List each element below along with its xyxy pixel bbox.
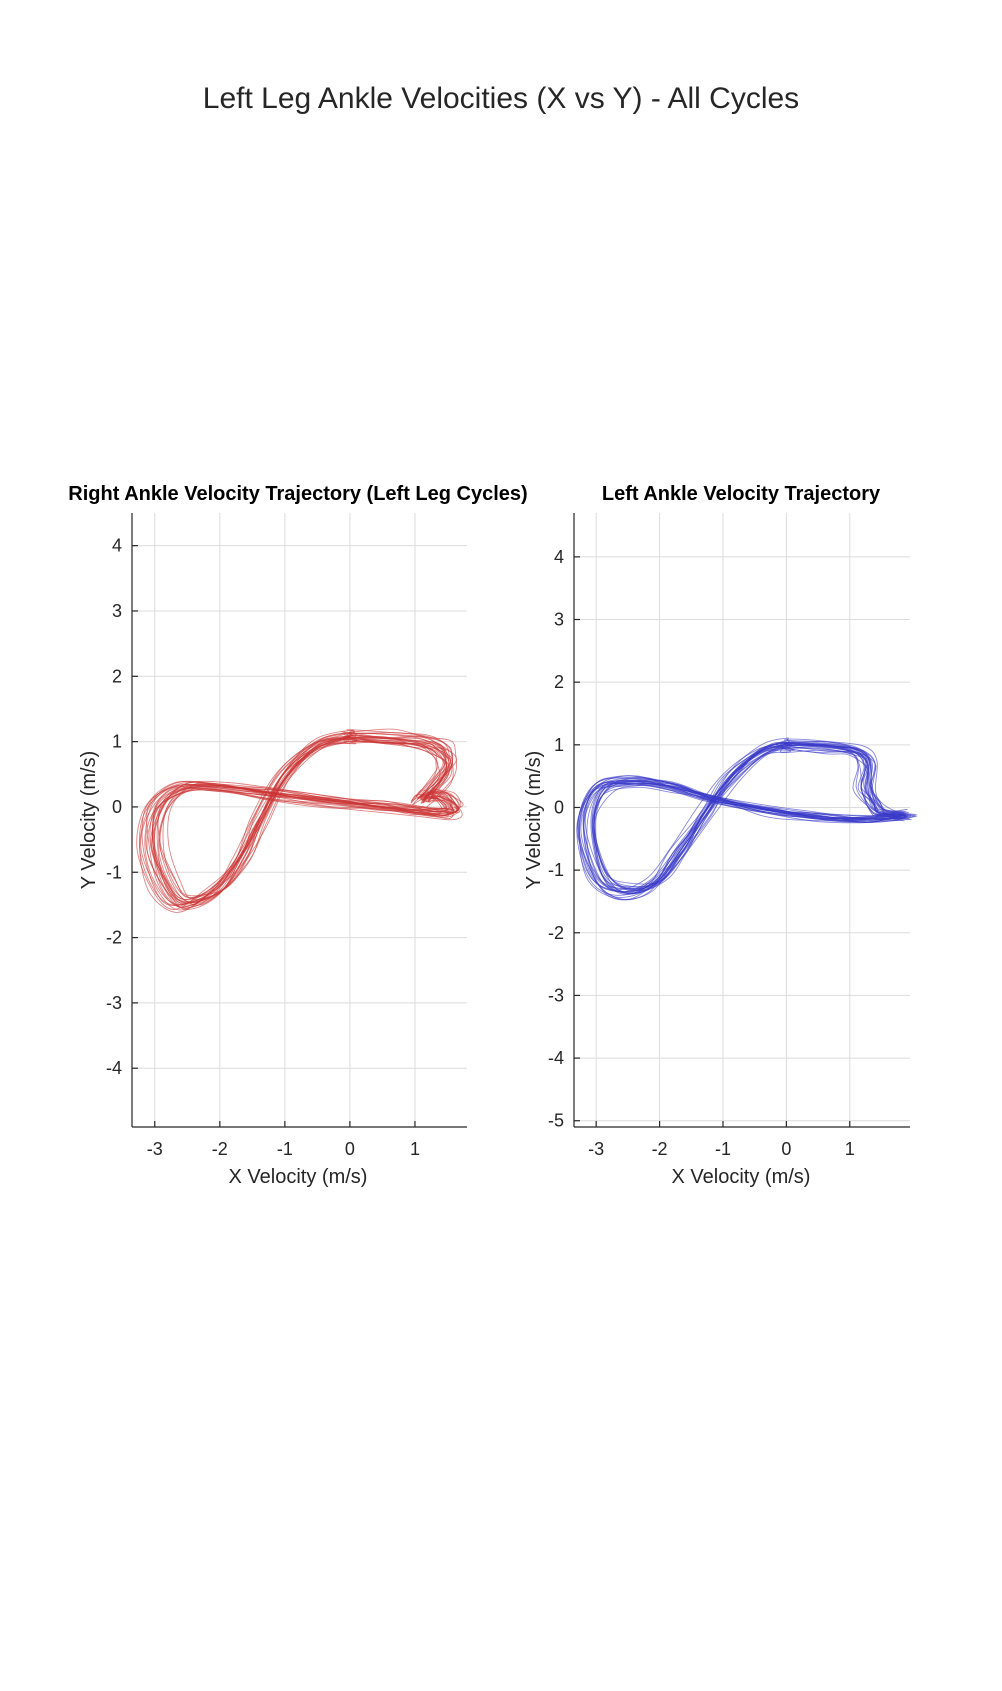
trajectory-cycle-left-ankle — [591, 741, 912, 894]
trajectory-cycle-right-ankle — [167, 734, 460, 900]
x-tick-label: 0 — [781, 1139, 791, 1159]
x-tick-label: -3 — [588, 1139, 604, 1159]
x-tick-label: -1 — [715, 1139, 731, 1159]
trajectory-cycle-right-ankle — [162, 735, 449, 899]
x-tick-label: 1 — [410, 1139, 420, 1159]
y-tick-label: -3 — [548, 985, 564, 1005]
trajectory-cycle-right-ankle — [152, 736, 460, 902]
right-ankle-subplot: Right Ankle Velocity Trajectory (Left Le… — [68, 483, 527, 1188]
trajectory-cycle-right-ankle — [151, 733, 460, 904]
y-tick-label: 1 — [554, 735, 564, 755]
trajectory-cycle-right-ankle — [138, 732, 459, 913]
x-tick-label: -3 — [147, 1139, 163, 1159]
x-tick-label: -2 — [212, 1139, 228, 1159]
trajectory-cycle-left-ankle — [594, 741, 903, 885]
x-tick-label: -2 — [652, 1139, 668, 1159]
trajectory-cycle-left-ankle — [578, 743, 906, 893]
y-axis-label-left-ankle: Y Velocity (m/s) — [523, 751, 545, 890]
y-tick-label: 0 — [112, 797, 122, 817]
y-tick-label: 2 — [554, 672, 564, 692]
subplot-title-right-ankle: Right Ankle Velocity Trajectory (Left Le… — [68, 483, 527, 505]
axes-left-ankle — [573, 513, 910, 1128]
axes-right-ankle — [131, 513, 467, 1128]
y-tick-label: 4 — [112, 536, 122, 556]
y-tick-label: 4 — [554, 547, 564, 567]
x-tick-label: 1 — [845, 1139, 855, 1159]
trajectory-cycle-right-ankle — [158, 741, 458, 906]
trajectory-cycle-right-ankle — [152, 739, 454, 910]
y-tick-label: -3 — [106, 993, 122, 1013]
y-tick-label: 0 — [554, 797, 564, 817]
series-left-ankle — [576, 737, 918, 901]
y-tick-label: 3 — [112, 601, 122, 621]
subplot-title-left-ankle: Left Ankle Velocity Trajectory — [602, 483, 881, 505]
x-axis-label-left-ankle: X Velocity (m/s) — [672, 1166, 811, 1188]
x-axis-label-right-ankle: X Velocity (m/s) — [229, 1166, 368, 1188]
trajectory-cycle-right-ankle — [139, 729, 462, 906]
trajectory-cycle-right-ankle — [141, 728, 464, 906]
y-tick-label: 1 — [112, 732, 122, 752]
y-tick-label: -2 — [106, 928, 122, 948]
trajectory-cycle-right-ankle — [146, 734, 453, 904]
y-axis-label-right-ankle: Y Velocity (m/s) — [78, 751, 100, 890]
y-tick-label: -1 — [548, 860, 564, 880]
series-right-ankle — [136, 728, 464, 913]
ticks-right-ankle: -3 -2 -1 0 1 -4 -3 -2 -1 0 1 2 3 4 — [106, 536, 420, 1159]
y-tick-label: -5 — [548, 1111, 564, 1131]
x-tick-label: -1 — [277, 1139, 293, 1159]
y-tick-label: -2 — [548, 923, 564, 943]
trajectory-cycle-left-ankle — [578, 742, 912, 901]
y-tick-label: 3 — [554, 610, 564, 630]
trajectory-cycle-right-ankle — [159, 737, 455, 903]
trajectory-cycle-right-ankle — [153, 737, 453, 906]
trajectory-cycle-right-ankle — [156, 738, 454, 903]
y-tick-label: -4 — [548, 1048, 564, 1068]
y-tick-label: -4 — [106, 1058, 122, 1078]
x-tick-label: 0 — [345, 1139, 355, 1159]
y-tick-label: 2 — [112, 666, 122, 686]
trajectory-cycle-right-ankle — [153, 738, 463, 909]
trajectory-cycle-left-ankle — [582, 737, 908, 891]
y-tick-label: -1 — [106, 862, 122, 882]
trajectory-cycle-left-ankle — [584, 745, 895, 893]
grid-left-ankle — [574, 513, 910, 1127]
trajectory-cycle-right-ankle — [150, 736, 447, 901]
ticks-left-ankle: -3 -2 -1 0 1 -5 -4 -3 -2 -1 0 1 2 3 4 — [548, 547, 855, 1159]
figure-suptitle: Left Leg Ankle Velocities (X vs Y) - All… — [203, 82, 799, 115]
grid-right-ankle — [132, 513, 467, 1127]
left-ankle-subplot: Left Ankle Velocity Trajectory -3 -2 -1 0 1-… — [523, 483, 918, 1188]
